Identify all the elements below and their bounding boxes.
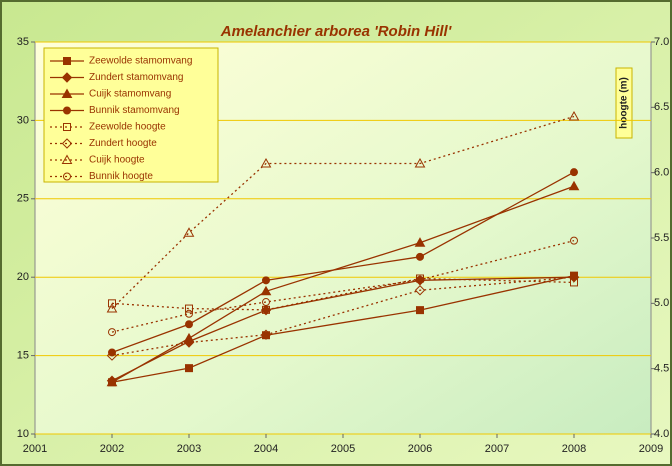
marker [568,110,580,121]
legend-label: Cuijk hoogte [89,155,145,166]
legend-label: Bunnik hoogte [89,171,153,182]
marker [183,227,195,237]
marker [414,158,426,168]
series-line [111,115,575,310]
marker [414,237,426,247]
marker [185,364,193,373]
legend-label: Zundert hoogte [89,138,157,149]
y2-tick-label: 6.5 [654,101,669,113]
series-line [111,276,575,357]
marker [106,376,118,387]
marker [61,154,73,164]
marker [570,168,578,177]
chart-title: Amelanchier arborea 'Robin Hill' [220,23,452,40]
y2-tick-label: 7.0 [654,36,669,48]
marker [106,303,118,313]
marker [183,337,195,348]
marker [568,271,580,283]
marker [260,329,272,340]
marker [61,88,73,98]
marker [262,276,270,285]
marker [185,309,193,318]
legend-label: Zeewolde stamomvang [89,56,192,67]
legend-label: Cuijk stamomvang [89,89,171,100]
x-tick-label: 2003 [177,443,201,455]
y-tick-label: 10 [17,428,29,440]
marker [416,306,424,315]
y2-tick-label: 5.0 [654,297,669,309]
y-tick-label: 35 [17,36,29,48]
y2-tick-label: 4.5 [654,363,669,375]
x-tick-label: 2007 [485,443,509,455]
marker [108,328,116,337]
marker [61,138,73,149]
y2-axis-label: hoogte (m) [619,77,630,129]
marker [63,123,71,131]
y-tick-label: 15 [17,350,29,362]
legend-label: Bunnik stamomvang [89,105,180,116]
marker [262,298,270,307]
y-tick-label: 30 [17,114,29,126]
marker [414,285,426,296]
x-tick-label: 2008 [562,443,586,455]
marker [185,304,193,313]
marker [63,57,71,65]
marker [262,305,270,314]
marker [108,348,116,357]
x-tick-label: 2004 [254,443,278,455]
marker [568,180,580,191]
x-tick-label: 2009 [639,443,663,455]
x-tick-label: 2006 [408,443,432,455]
x-tick-label: 2005 [331,443,355,455]
marker [61,72,73,83]
x-tick-label: 2002 [100,443,124,455]
marker [416,252,424,261]
y2-tick-label: 6.0 [654,167,669,179]
legend-label: Zeewolde hoogte [89,122,166,133]
marker [185,320,193,329]
marker [260,285,272,296]
legend [43,47,219,183]
marker [63,106,71,115]
marker [63,172,71,181]
marker [260,158,272,168]
y-tick-label: 25 [17,193,29,205]
series-line [111,239,575,333]
marker [106,350,118,361]
series-line [111,277,575,311]
marker [570,278,578,287]
y-tick-label: 20 [17,271,29,283]
marker [108,299,116,308]
legend-label: Zundert stamomvang [89,72,184,83]
y2-tick-label: 4.0 [654,428,669,440]
marker [570,236,578,245]
x-tick-label: 2001 [23,443,47,455]
marker [416,275,424,284]
y2-tick-label: 5.5 [654,232,669,244]
